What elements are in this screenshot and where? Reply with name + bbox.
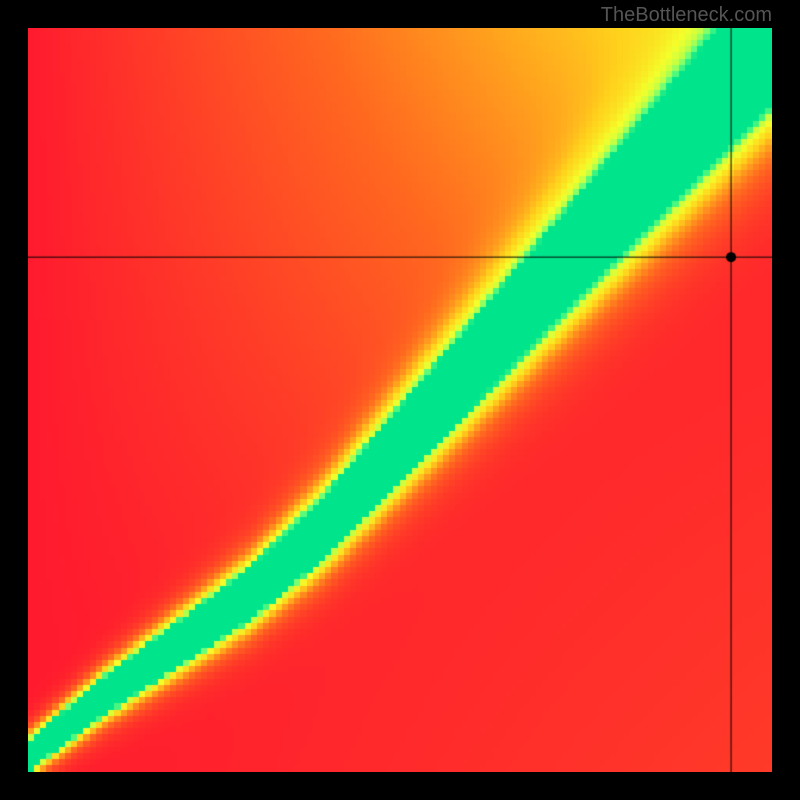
bottleneck-heatmap (28, 28, 772, 772)
watermark-text: TheBottleneck.com (601, 4, 772, 27)
